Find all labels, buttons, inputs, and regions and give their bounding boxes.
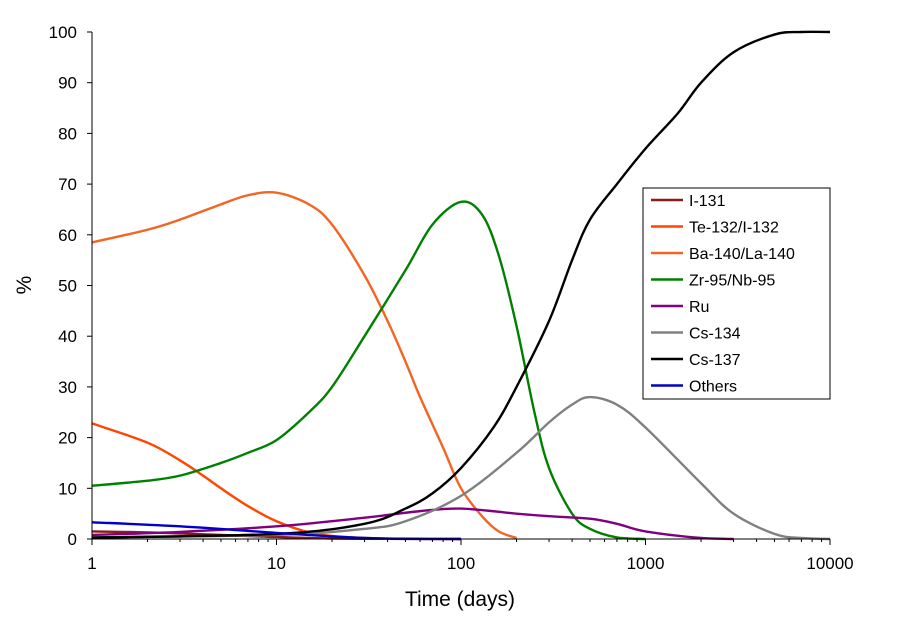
legend-label-cs-137: Cs-137 xyxy=(689,352,741,369)
x-tick-label: 1000 xyxy=(627,554,665,573)
y-tick-label: 80 xyxy=(58,124,77,143)
y-tick-label: 60 xyxy=(58,226,77,245)
y-axis-title: % xyxy=(13,276,36,295)
y-tick-label: 50 xyxy=(58,277,77,296)
legend-box xyxy=(642,187,831,400)
y-tick-label: 30 xyxy=(58,378,77,397)
y-tick-label: 70 xyxy=(58,175,77,194)
series-line-zr-95-nb-95 xyxy=(91,200,646,541)
series-line-cs-137 xyxy=(91,30,831,539)
series-line-ru xyxy=(91,507,734,541)
legend-label-ru: Ru xyxy=(689,299,709,316)
y-tick-label: 0 xyxy=(68,530,77,549)
x-axis-title: Time (days) xyxy=(405,588,515,611)
x-tick-label: 10000 xyxy=(806,554,853,573)
legend-label-zr-95-nb-95: Zr-95/Nb-95 xyxy=(689,273,775,290)
y-tick-label: 10 xyxy=(58,479,77,498)
y-tick-label: 100 xyxy=(49,23,77,42)
y-tick-label: 20 xyxy=(58,429,77,448)
x-tick-label: 10 xyxy=(267,554,286,573)
x-tick-label: 1 xyxy=(87,554,96,573)
series-line-cs-134 xyxy=(91,395,831,541)
legend-items: I-131 Te-132/I-132 Ba-140/La-140 Zr-95/Nb-9… xyxy=(651,193,795,396)
legend-label-cs-134: Cs-134 xyxy=(689,326,741,343)
y-tick-label: 90 xyxy=(58,74,77,93)
x-tick-label: 100 xyxy=(447,554,475,573)
legend-label-te-132-i-132: Te-132/I-132 xyxy=(689,220,779,237)
series-line-ba-140-la-140 xyxy=(91,191,517,540)
legend-label-ba-140-la-140: Ba-140/La-140 xyxy=(689,246,795,263)
legend-label-others: Others xyxy=(689,379,737,396)
legend-label-i-131: I-131 xyxy=(689,193,726,210)
series-layer xyxy=(91,30,831,541)
legend: I-131 Te-132/I-132 Ba-140/La-140 Zr-95/Nb-9… xyxy=(642,187,831,400)
y-tick-label: 40 xyxy=(58,327,77,346)
